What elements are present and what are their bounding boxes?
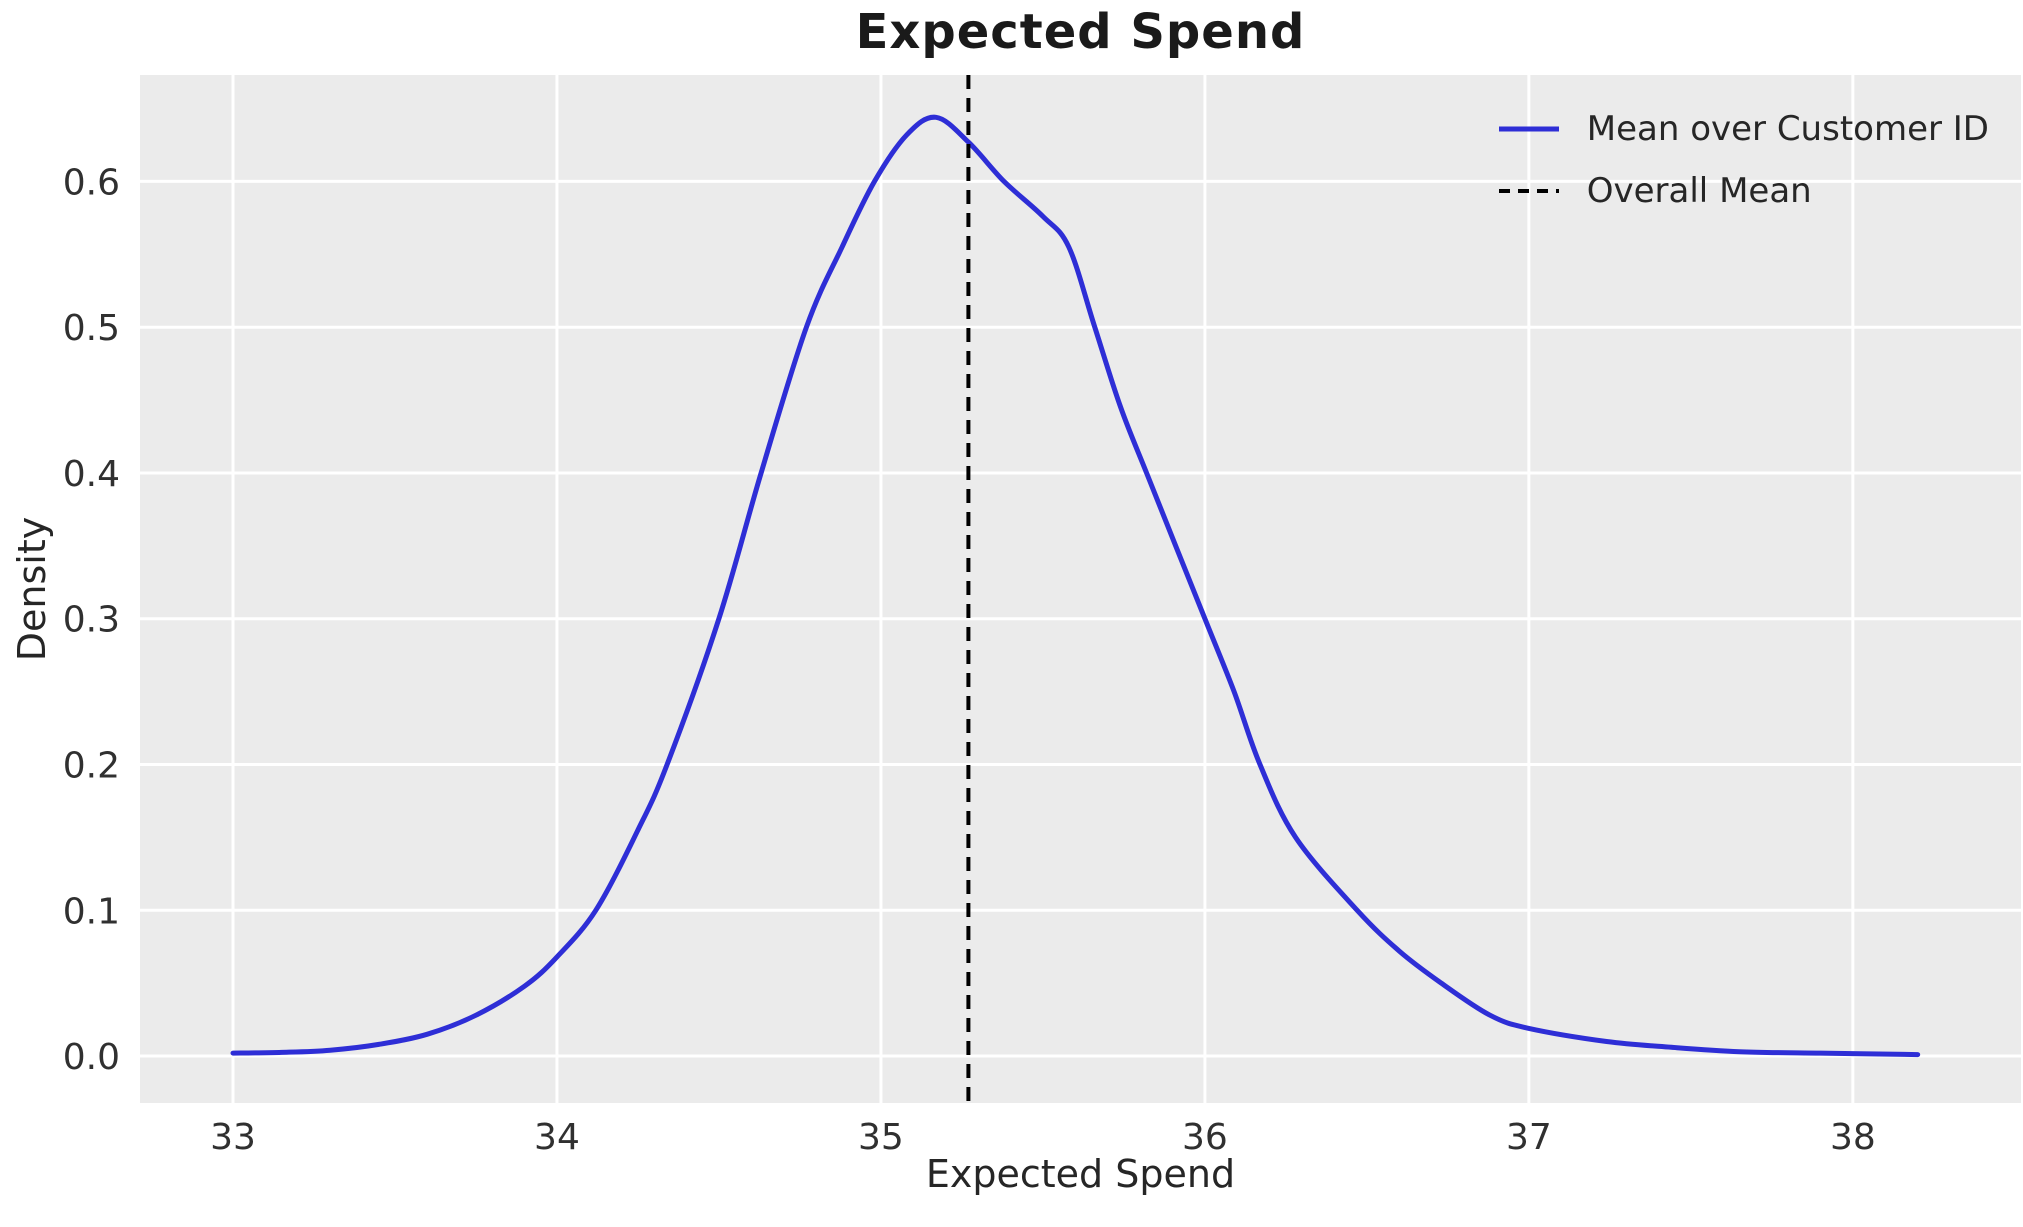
x-tick-label: 33 xyxy=(210,1117,256,1158)
legend-dashed-line-swatch xyxy=(1498,189,1559,193)
legend-row: Overall Mean xyxy=(1497,160,1989,222)
legend-row: Mean over Customer ID xyxy=(1497,98,1989,160)
legend-label: Overall Mean xyxy=(1586,171,1812,211)
y-tick-label: 0.4 xyxy=(63,454,120,495)
plot-area xyxy=(140,75,2021,1103)
y-tick-label: 0.6 xyxy=(63,162,120,203)
y-axis-label: Density xyxy=(10,516,54,662)
y-tick-label: 0.0 xyxy=(63,1037,120,1078)
legend-label: Mean over Customer ID xyxy=(1586,109,1989,149)
chart-title: Expected Spend xyxy=(855,4,1306,60)
x-tick-label: 38 xyxy=(1830,1117,1876,1158)
y-tick-label: 0.3 xyxy=(63,600,120,641)
x-tick-label: 36 xyxy=(1182,1117,1228,1158)
y-tick-label: 0.1 xyxy=(63,891,120,932)
y-tick-label: 0.2 xyxy=(63,746,120,787)
density-curve xyxy=(230,114,1921,1058)
legend: Mean over Customer ID Overall Mean xyxy=(1497,98,1989,222)
x-tick-label: 35 xyxy=(858,1117,904,1158)
legend-solid-line-swatch xyxy=(1498,126,1559,132)
x-axis-label: Expected Spend xyxy=(925,1152,1236,1196)
y-tick-label: 0.5 xyxy=(63,308,120,349)
x-tick-label: 34 xyxy=(534,1117,580,1158)
x-tick-label: 37 xyxy=(1506,1117,1552,1158)
